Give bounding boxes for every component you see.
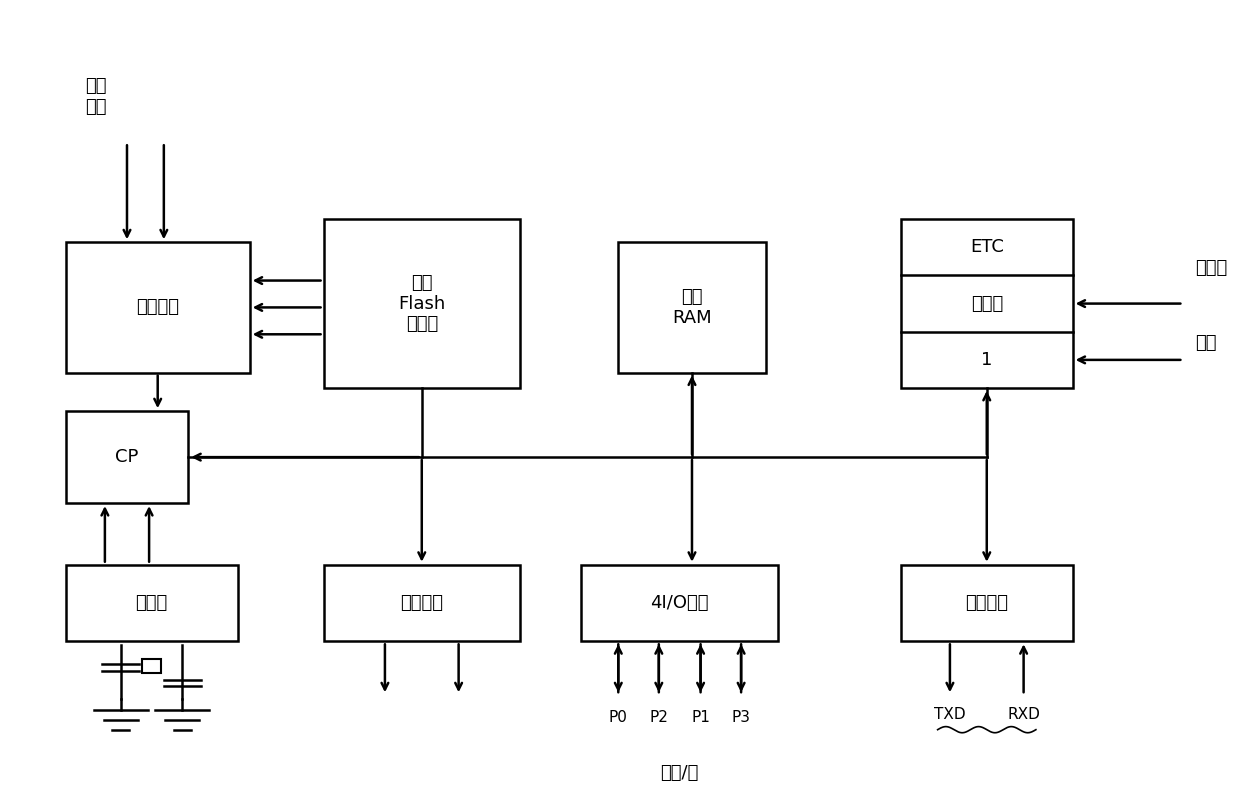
Text: 振荡器: 振荡器 <box>135 594 167 612</box>
Text: P2: P2 <box>650 711 668 726</box>
Bar <box>582 565 777 641</box>
Bar <box>66 242 249 373</box>
Bar <box>324 219 520 388</box>
Bar <box>619 242 765 373</box>
Text: ETC: ETC <box>970 238 1003 256</box>
Text: 片内
RAM: 片内 RAM <box>672 288 712 327</box>
Text: 外部
中断: 外部 中断 <box>86 77 107 116</box>
Text: 串行端口: 串行端口 <box>965 594 1008 612</box>
Bar <box>324 565 520 641</box>
Bar <box>66 565 238 641</box>
Text: RXD: RXD <box>1007 707 1040 722</box>
Text: 输入: 输入 <box>1195 334 1218 352</box>
Bar <box>900 219 1073 388</box>
Bar <box>900 565 1073 641</box>
Text: 计数器: 计数器 <box>1195 258 1228 277</box>
Text: 1: 1 <box>981 351 992 369</box>
Text: 总线控制: 总线控制 <box>401 594 443 612</box>
Text: TXD: TXD <box>934 707 966 722</box>
Text: 定时器: 定时器 <box>971 295 1003 313</box>
Text: 中断控制: 中断控制 <box>136 299 180 317</box>
Bar <box>141 659 161 673</box>
Text: CP: CP <box>115 448 139 466</box>
Text: 地址/数: 地址/数 <box>661 764 699 782</box>
Text: 片内
Flash
存储器: 片内 Flash 存储器 <box>398 273 445 333</box>
Text: P0: P0 <box>609 711 627 726</box>
Text: 4I/O端口: 4I/O端口 <box>651 594 709 612</box>
Text: P3: P3 <box>732 711 750 726</box>
Text: P1: P1 <box>691 711 711 726</box>
Bar <box>66 411 188 504</box>
